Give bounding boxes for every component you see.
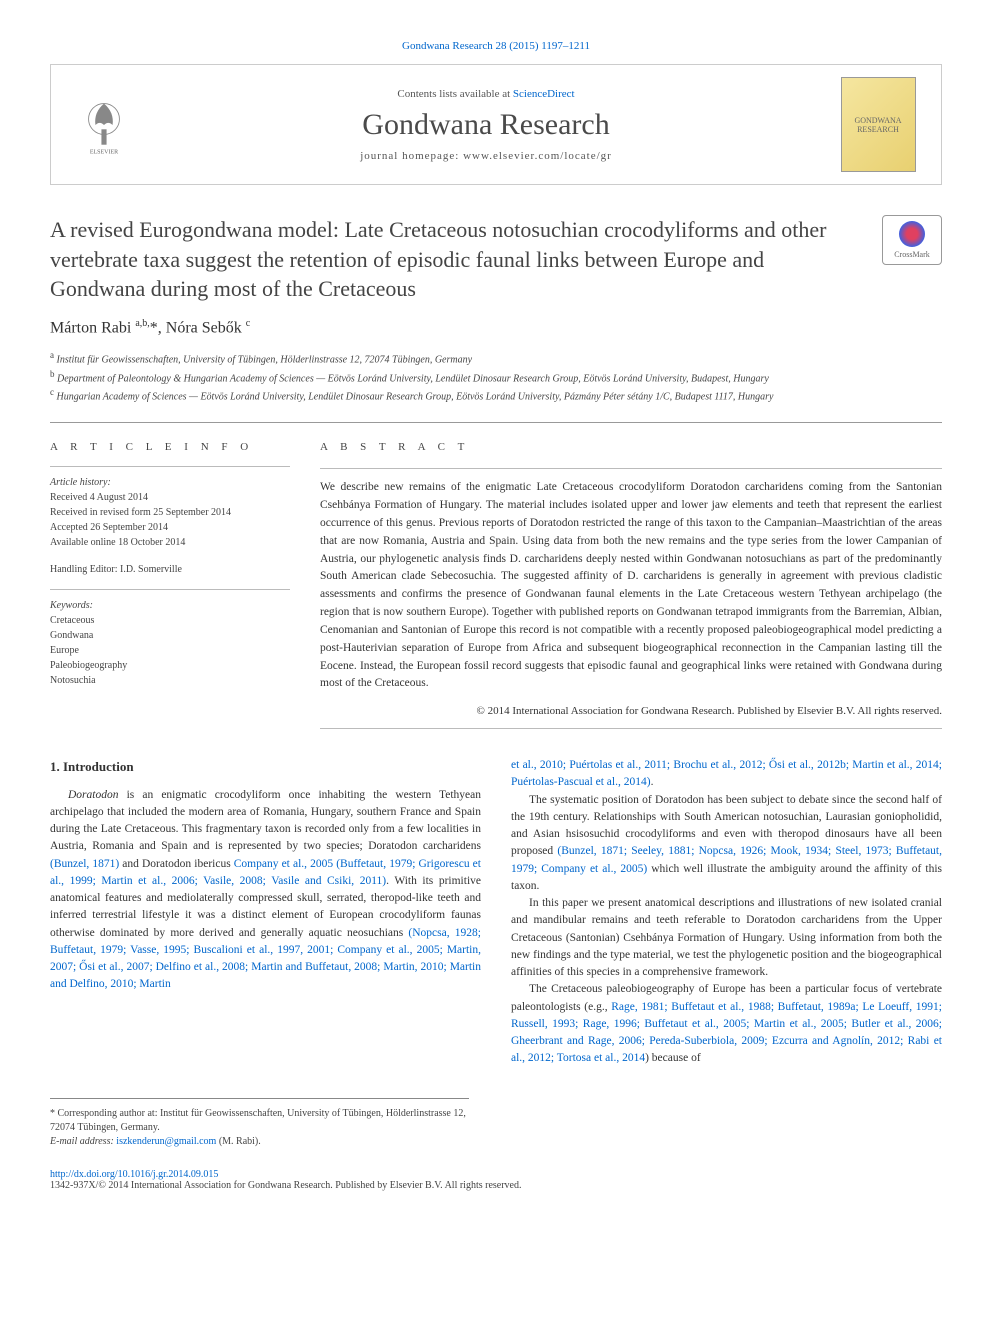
keyword-2: Europe: [50, 643, 290, 658]
keyword-1: Gondwana: [50, 628, 290, 643]
email-line: E-mail address: iszkenderun@gmail.com (M…: [50, 1135, 469, 1149]
article-info-heading: A R T I C L E I N F O: [50, 439, 290, 456]
ref-link-bunzel[interactable]: (Bunzel, 1871): [50, 858, 119, 870]
journal-name: Gondwana Research: [139, 108, 833, 142]
accepted-date: Accepted 26 September 2014: [50, 520, 290, 535]
ref-link-top-right[interactable]: et al., 2010; Puértolas et al., 2011; Br…: [511, 759, 942, 788]
email-link[interactable]: iszkenderun@gmail.com: [116, 1136, 216, 1147]
page-container: Gondwana Research 28 (2015) 1197–1211 EL…: [0, 0, 992, 1221]
affiliations-block: a Institut für Geowissenschaften, Univer…: [50, 349, 942, 404]
affiliation-a: a Institut für Geowissenschaften, Univer…: [50, 349, 942, 367]
corresponding-author: * Corresponding author at: Institut für …: [50, 1107, 469, 1135]
intro-para-1: Doratodon is an enigmatic crocodyliform …: [50, 787, 481, 994]
right-para-4: The Cretaceous paleobiogeography of Euro…: [511, 981, 942, 1067]
revised-date: Received in revised form 25 September 20…: [50, 505, 290, 520]
footnote-area: * Corresponding author at: Institut für …: [50, 1098, 469, 1149]
crossmark-badge[interactable]: CrossMark: [882, 215, 942, 265]
received-date: Received 4 August 2014: [50, 490, 290, 505]
right-para-3: In this paper we present anatomical desc…: [511, 895, 942, 981]
right-continuation: et al., 2010; Puértolas et al., 2011; Br…: [511, 757, 942, 792]
affiliation-b: b Department of Paleontology & Hungarian…: [50, 368, 942, 386]
svg-text:ELSEVIER: ELSEVIER: [90, 149, 118, 155]
journal-header-box: ELSEVIER Contents lists available at Sci…: [50, 64, 942, 185]
right-para-2: The systematic position of Doratodon has…: [511, 792, 942, 896]
email-suffix: (M. Rabi).: [216, 1136, 260, 1147]
online-date: Available online 18 October 2014: [50, 535, 290, 550]
abstract-divider-bottom: [320, 728, 942, 729]
info-divider-2: [50, 589, 290, 590]
abstract-text: We describe new remains of the enigmatic…: [320, 479, 942, 693]
body-left-column: 1. Introduction Doratodon is an enigmati…: [50, 757, 481, 1068]
citation-link[interactable]: Gondwana Research 28 (2015) 1197–1211: [402, 40, 590, 52]
intro-text-2: and Doratodon ibericus: [119, 858, 234, 870]
article-history: Article history: Received 4 August 2014 …: [50, 475, 290, 550]
issn-copyright: 1342-937X/© 2014 International Associati…: [50, 1180, 942, 1191]
email-label: E-mail address:: [50, 1136, 116, 1147]
divider-top: [50, 422, 942, 423]
abstract-heading: A B S T R A C T: [320, 439, 942, 456]
journal-cover-thumbnail: GONDWANA RESEARCH: [841, 77, 916, 172]
body-right-column: et al., 2010; Puértolas et al., 2011; Br…: [511, 757, 942, 1068]
handling-editor: Handling Editor: I.D. Somerville: [50, 562, 290, 577]
crossmark-label: CrossMark: [894, 250, 930, 259]
contents-line: Contents lists available at ScienceDirec…: [139, 88, 833, 100]
journal-header-center: Contents lists available at ScienceDirec…: [139, 88, 833, 162]
elsevier-tree-icon: ELSEVIER: [74, 95, 134, 155]
crossmark-icon: [899, 221, 925, 247]
keywords-block: Keywords: Cretaceous Gondwana Europe Pal…: [50, 598, 290, 688]
body-columns: 1. Introduction Doratodon is an enigmati…: [50, 757, 942, 1068]
ref-link-company[interactable]: Company et al., 2005: [234, 858, 333, 870]
doi-link[interactable]: http://dx.doi.org/10.1016/j.gr.2014.09.0…: [50, 1169, 218, 1180]
abstract-divider: [320, 468, 942, 469]
info-abstract-row: A R T I C L E I N F O Article history: R…: [50, 439, 942, 729]
history-label: Article history:: [50, 475, 290, 490]
keyword-0: Cretaceous: [50, 613, 290, 628]
genus-name: Doratodon: [68, 789, 118, 801]
right-text-4b: ) because of: [645, 1052, 701, 1064]
introduction-heading: 1. Introduction: [50, 757, 481, 777]
keyword-4: Notosuchia: [50, 673, 290, 688]
keywords-label: Keywords:: [50, 598, 290, 613]
article-info-column: A R T I C L E I N F O Article history: R…: [50, 439, 290, 729]
journal-cover-area: GONDWANA RESEARCH: [833, 77, 923, 172]
article-title: A revised Eurogondwana model: Late Creta…: [50, 215, 862, 304]
authors-line: Márton Rabi a,b,*, Nóra Sebők c: [50, 318, 942, 337]
abstract-copyright: © 2014 International Association for Gon…: [320, 703, 942, 720]
sciencedirect-link[interactable]: ScienceDirect: [513, 88, 575, 100]
publisher-logo-area: ELSEVIER: [69, 95, 139, 155]
abstract-column: A B S T R A C T We describe new remains …: [320, 439, 942, 729]
bottom-area: http://dx.doi.org/10.1016/j.gr.2014.09.0…: [50, 1169, 942, 1191]
title-row: A revised Eurogondwana model: Late Creta…: [50, 215, 942, 304]
keyword-3: Paleobiogeography: [50, 658, 290, 673]
top-citation-link: Gondwana Research 28 (2015) 1197–1211: [50, 40, 942, 52]
info-divider: [50, 466, 290, 467]
contents-prefix: Contents lists available at: [397, 88, 512, 100]
journal-homepage: journal homepage: www.elsevier.com/locat…: [139, 150, 833, 162]
affiliation-c: c Hungarian Academy of Sciences — Eötvös…: [50, 386, 942, 404]
